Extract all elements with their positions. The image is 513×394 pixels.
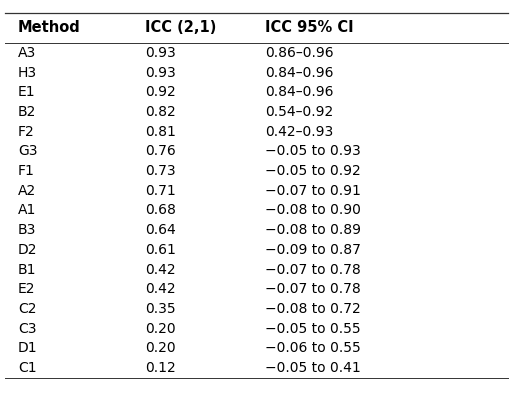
Text: −0.07 to 0.78: −0.07 to 0.78 (265, 282, 361, 296)
Text: 0.76: 0.76 (145, 144, 176, 158)
Text: B3: B3 (18, 223, 36, 237)
Text: B1: B1 (18, 262, 36, 277)
Text: G3: G3 (18, 144, 37, 158)
Text: 0.86–0.96: 0.86–0.96 (265, 46, 333, 60)
Text: F1: F1 (18, 164, 35, 178)
Text: 0.42: 0.42 (145, 262, 175, 277)
Text: 0.42–0.93: 0.42–0.93 (265, 125, 333, 139)
Text: 0.84–0.96: 0.84–0.96 (265, 85, 333, 99)
Text: 0.84–0.96: 0.84–0.96 (265, 65, 333, 80)
Text: F2: F2 (18, 125, 35, 139)
Text: −0.05 to 0.93: −0.05 to 0.93 (265, 144, 361, 158)
Text: C1: C1 (18, 361, 36, 375)
Text: ICC (2,1): ICC (2,1) (145, 20, 216, 35)
Text: E1: E1 (18, 85, 35, 99)
Text: B2: B2 (18, 105, 36, 119)
Text: −0.07 to 0.78: −0.07 to 0.78 (265, 262, 361, 277)
Text: −0.08 to 0.89: −0.08 to 0.89 (265, 223, 361, 237)
Text: −0.08 to 0.90: −0.08 to 0.90 (265, 203, 361, 217)
Text: 0.54–0.92: 0.54–0.92 (265, 105, 333, 119)
Text: 0.93: 0.93 (145, 65, 176, 80)
Text: 0.61: 0.61 (145, 243, 176, 257)
Text: 0.81: 0.81 (145, 125, 176, 139)
Text: −0.05 to 0.92: −0.05 to 0.92 (265, 164, 361, 178)
Text: 0.20: 0.20 (145, 341, 175, 355)
Text: 0.64: 0.64 (145, 223, 176, 237)
Text: Method: Method (18, 20, 81, 35)
Text: A3: A3 (18, 46, 36, 60)
Text: C2: C2 (18, 302, 36, 316)
Text: 0.20: 0.20 (145, 322, 175, 336)
Text: 0.12: 0.12 (145, 361, 176, 375)
Text: −0.09 to 0.87: −0.09 to 0.87 (265, 243, 361, 257)
Text: 0.73: 0.73 (145, 164, 175, 178)
Text: A1: A1 (18, 203, 36, 217)
Text: 0.42: 0.42 (145, 282, 175, 296)
Text: 0.93: 0.93 (145, 46, 176, 60)
Text: 0.35: 0.35 (145, 302, 175, 316)
Text: 0.68: 0.68 (145, 203, 176, 217)
Text: 0.82: 0.82 (145, 105, 176, 119)
Text: 0.92: 0.92 (145, 85, 176, 99)
Text: H3: H3 (18, 65, 37, 80)
Text: D1: D1 (18, 341, 37, 355)
Text: A2: A2 (18, 184, 36, 198)
Text: −0.08 to 0.72: −0.08 to 0.72 (265, 302, 361, 316)
Text: D2: D2 (18, 243, 37, 257)
Text: 0.71: 0.71 (145, 184, 176, 198)
Text: −0.05 to 0.41: −0.05 to 0.41 (265, 361, 361, 375)
Text: −0.06 to 0.55: −0.06 to 0.55 (265, 341, 361, 355)
Text: C3: C3 (18, 322, 36, 336)
Text: ICC 95% CI: ICC 95% CI (265, 20, 353, 35)
Text: −0.07 to 0.91: −0.07 to 0.91 (265, 184, 361, 198)
Text: E2: E2 (18, 282, 35, 296)
Text: −0.05 to 0.55: −0.05 to 0.55 (265, 322, 361, 336)
